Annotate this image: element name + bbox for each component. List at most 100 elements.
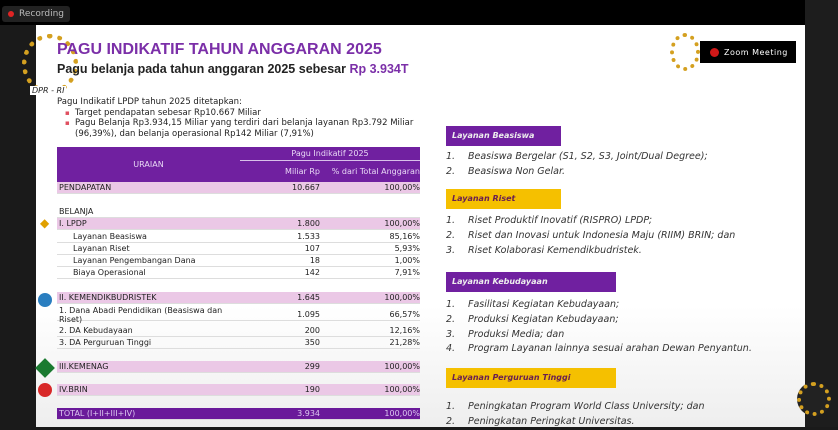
item-text: Program Layanan lainnya sesuai arahan De… xyxy=(468,343,752,355)
side-strip xyxy=(805,0,838,427)
table-row: 1. Dana Abadi Pendidikan (Beasiswa dan R… xyxy=(57,305,420,324)
list-item: 2. Riset dan Inovasi untuk Indonesia Maju… xyxy=(446,229,735,244)
dpr-emblem-right-icon xyxy=(670,33,700,71)
header-group: Pagu Indikatif 2025 xyxy=(240,149,420,161)
lpdp-icon: ◆ xyxy=(40,216,50,230)
item-number: 2. xyxy=(446,415,456,427)
row-pct: 7,91% xyxy=(394,268,420,277)
row-pct: 100,00% xyxy=(384,293,420,302)
row-value: 18 xyxy=(309,256,320,265)
row-value: 190 xyxy=(304,385,320,394)
row-pct: 85,16% xyxy=(389,232,420,241)
item-text: Riset Produktif Inovatif (RISPRO) LPDP; xyxy=(468,215,653,226)
row-pct: 12,16% xyxy=(389,326,420,335)
row-pct: 1,00% xyxy=(394,256,420,265)
service-heading: Layanan Kebudayaan xyxy=(446,272,616,292)
list-item: 1. Riset Produktif Inovatif (RISPRO) LPDP… xyxy=(446,214,735,229)
list-item: 2. Peningkatan Peringkat Universitas. xyxy=(446,415,705,430)
list-item: 3. Riset Kolaborasi Kemendikbudristek. xyxy=(446,244,735,259)
header-pct: % dari Total Anggaran xyxy=(331,167,420,176)
list-item: 1. Peningkatan Program World Class Univer… xyxy=(446,400,705,415)
row-pct: 100,00% xyxy=(384,183,420,192)
recording-indicator: Recording xyxy=(2,6,71,22)
row-pct: 100,00% xyxy=(384,409,420,418)
item-text: Produksi Media; dan xyxy=(468,328,565,340)
row-value: 350 xyxy=(304,338,320,347)
service-heading: Layanan Perguruan Tinggi xyxy=(446,368,616,388)
dpr-emblem-corner-icon xyxy=(797,382,831,416)
row-value: 1.095 xyxy=(297,310,320,319)
row-label: II. KEMENDIKBUDRISTEK xyxy=(59,293,157,302)
subtitle-amount: Rp 3.934T xyxy=(349,62,409,76)
page-title: PAGU INDIKATIF TAHUN ANGGARAN 2025 xyxy=(57,41,382,58)
page-subtitle: Pagu belanja pada tahun anggaran 2025 se… xyxy=(57,62,409,76)
row-label: I. LPDP xyxy=(59,219,87,228)
service-list: 1. Riset Produktif Inovatif (RISPRO) LPDP… xyxy=(446,214,735,258)
service-list: 1. Beasiswa Bergelar (S1, S2, S3, Joint/D… xyxy=(446,150,708,180)
top-bar xyxy=(0,0,838,25)
item-text: Produksi Kegiatan Kebudayaan; xyxy=(468,313,619,325)
item-text: Riset dan Inovasi untuk Indonesia Maju (… xyxy=(468,229,736,241)
row-value: 3.934 xyxy=(297,409,320,418)
row-label: III.KEMENAG xyxy=(59,362,109,371)
item-text: Beasiswa Bergelar (S1, S2, S3, Joint/Dua… xyxy=(468,151,708,162)
item-number: 3. xyxy=(446,244,456,256)
row-value: 142 xyxy=(304,268,320,277)
row-label: Layanan Pengembangan Dana xyxy=(73,256,196,265)
table-row: IV.BRIN 190 100,00% xyxy=(57,384,420,396)
item-number: 2. xyxy=(446,229,456,241)
row-label: PENDAPATAN xyxy=(59,183,112,192)
row-pct: 21,28% xyxy=(389,338,420,347)
row-value: 107 xyxy=(304,244,320,253)
table-row: Layanan Riset 107 5,93% xyxy=(57,243,420,255)
row-value: 1.800 xyxy=(297,219,320,228)
row-value: 200 xyxy=(304,326,320,335)
intro-block: Pagu Indikatif LPDP tahun 2025 ditetapka… xyxy=(57,97,427,139)
item-text: Riset Kolaborasi Kemendikbudristek. xyxy=(468,244,642,256)
item-number: 1. xyxy=(446,299,456,310)
brin-icon xyxy=(38,383,52,397)
list-item: 3. Produksi Media; dan xyxy=(446,328,752,343)
item-text: Beasiswa Non Gelar. xyxy=(468,165,566,177)
item-text: Peningkatan Peringkat Universitas. xyxy=(468,415,635,427)
item-text: Peningkatan Program World Class Universi… xyxy=(468,401,705,412)
zoom-meeting-badge: Zoom Meeting xyxy=(700,41,796,63)
row-label: Biaya Operasional xyxy=(73,268,146,277)
service-list: 1. Fasilitasi Kegiatan Kebudayaan; 2. Produ… xyxy=(446,298,752,357)
table-row: BELANJA xyxy=(57,206,420,218)
row-pct: 100,00% xyxy=(384,385,420,394)
subtitle-text: Pagu belanja pada tahun anggaran 2025 se… xyxy=(57,62,350,76)
table-row: TOTAL (I+II+III+IV) 3.934 100,00% xyxy=(57,408,420,420)
row-label: IV.BRIN xyxy=(59,385,88,394)
row-value: 1.533 xyxy=(297,232,320,241)
table-row: Biaya Operasional 142 7,91% xyxy=(57,267,420,279)
table-row: I. LPDP 1.800 100,00% xyxy=(57,218,420,230)
service-heading: Layanan Riset xyxy=(446,189,561,209)
header-uraian: URAIAN xyxy=(133,160,164,169)
service-list: 1. Peningkatan Program World Class Univer… xyxy=(446,400,705,430)
row-pct: 100,00% xyxy=(384,362,420,371)
row-label: Layanan Riset xyxy=(73,244,130,253)
item-number: 4. xyxy=(446,343,456,355)
kemendikbud-icon xyxy=(38,293,52,307)
item-text: Fasilitasi Kegiatan Kebudayaan; xyxy=(468,299,620,310)
item-number: 1. xyxy=(446,151,456,162)
row-label: 1. Dana Abadi Pendidikan (Beasiswa dan R… xyxy=(59,305,223,324)
item-number: 2. xyxy=(446,313,456,325)
row-pct: 66,57% xyxy=(389,310,420,319)
dpr-logo-text: DPR - RI xyxy=(30,86,67,95)
recording-label: Recording xyxy=(19,9,65,19)
table-row: PENDAPATAN 10.667 100,00% xyxy=(57,182,420,194)
row-label: BELANJA xyxy=(59,207,94,216)
row-label: 2. DA Kebudayaan xyxy=(59,326,133,335)
row-pct: 100,00% xyxy=(384,219,420,228)
item-number: 2. xyxy=(446,165,456,177)
record-dot-icon xyxy=(8,11,14,17)
table-row: Layanan Pengembangan Dana 18 1,00% xyxy=(57,255,420,267)
table-header: URAIAN Pagu Indikatif 2025 Miliar Rp % d… xyxy=(57,147,420,182)
table-row: II. KEMENDIKBUDRISTEK 1.645 100,00% xyxy=(57,292,420,304)
row-label: TOTAL (I+II+III+IV) xyxy=(59,409,136,418)
list-item: 1. Fasilitasi Kegiatan Kebudayaan; xyxy=(446,298,752,313)
bullet: Target pendapatan sebesar Rp10.667 Milia… xyxy=(65,108,427,119)
zoom-record-icon xyxy=(710,47,719,57)
